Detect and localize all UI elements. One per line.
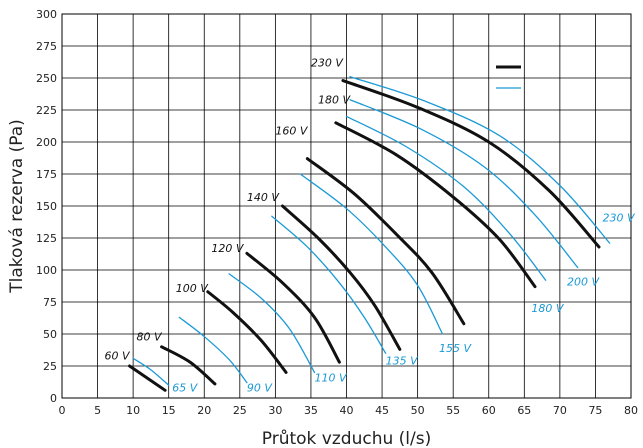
- curve-label-blue-230v: 230 V: [603, 211, 636, 224]
- x-tick-label: 80: [624, 404, 638, 417]
- y-tick-label: 75: [43, 296, 57, 309]
- curve-label-blue-135v: 135 V: [386, 355, 419, 368]
- curve-label-black-80v: 80 V: [137, 330, 163, 343]
- x-tick-label: 50: [411, 404, 425, 417]
- plot-border: [61, 13, 632, 399]
- curve-black-180v: [334, 121, 537, 289]
- x-tick-label: 40: [340, 404, 354, 417]
- curve-blue-110v: [228, 273, 316, 374]
- y-tick-label: 150: [36, 200, 57, 213]
- curve-blue-200v: [349, 99, 579, 269]
- x-tick-label: 10: [126, 404, 140, 417]
- y-tick-label: 200: [36, 136, 57, 149]
- x-tick-label: 45: [375, 404, 389, 417]
- y-tick-label: 50: [43, 328, 57, 341]
- x-tick-label: 5: [94, 404, 101, 417]
- x-tick-label: 0: [59, 404, 66, 417]
- y-tick-label: 250: [36, 72, 57, 85]
- curve-label-blue-110v: 110 V: [314, 371, 347, 384]
- curve-black-60v: [128, 364, 167, 392]
- curve-blue-65v: [132, 357, 170, 386]
- x-tick-label: 65: [517, 404, 531, 417]
- curve-label-blue-155v: 155 V: [439, 342, 472, 355]
- x-axis-title: Průtok vzduchu (l/s): [262, 429, 431, 448]
- legend: [496, 65, 521, 89]
- curve-blue-135v: [271, 215, 387, 354]
- curve-blue-230v: [349, 76, 611, 244]
- curve-label-black-230v: 230 V: [311, 56, 344, 69]
- curve-black-160v: [305, 157, 466, 326]
- y-tick-label: 125: [36, 232, 57, 245]
- y-tick-label: 25: [43, 360, 57, 373]
- curve-blue-90v: [178, 316, 248, 384]
- x-tick-label: 25: [233, 404, 247, 417]
- y-tick-label: 275: [36, 40, 57, 53]
- x-tick-label: 15: [162, 404, 176, 417]
- curve-label-black-120v: 120 V: [211, 242, 244, 255]
- curve-black-230v: [341, 79, 601, 249]
- x-tick-label: 30: [268, 404, 282, 417]
- y-tick-label: 225: [36, 104, 57, 117]
- x-tick-label: 20: [197, 404, 211, 417]
- x-tick-label: 70: [553, 404, 567, 417]
- x-tick-label: 55: [446, 404, 460, 417]
- y-axis-title: Tlaková rezerva (Pa): [7, 119, 27, 294]
- curve-label-blue-200v: 200 V: [567, 275, 600, 288]
- curve-blue-155v: [299, 173, 444, 335]
- curve-labels: 60 V 80 V 100 V 120 V 140 V 160 V 180 V 230 V 65…: [105, 56, 637, 394]
- curve-label-black-100v: 100 V: [176, 282, 209, 295]
- y-tick-label: 300: [36, 8, 57, 21]
- curve-label-black-160v: 160 V: [275, 124, 308, 137]
- curve-blue-180v: [345, 115, 547, 281]
- y-axis-ticks: 0 25 50 75 100 125 150 175 200 225 250 275 300: [36, 8, 57, 405]
- curve-label-black-180v: 180 V: [318, 94, 351, 107]
- curve-label-blue-180v: 180 V: [531, 302, 564, 315]
- y-tick-label: 175: [36, 168, 57, 181]
- curves: [128, 76, 611, 392]
- y-tick-label: 0: [50, 392, 57, 405]
- x-tick-label: 75: [588, 404, 602, 417]
- x-tick-label: 35: [304, 404, 318, 417]
- curve-label-blue-90v: 90 V: [247, 382, 273, 395]
- x-axis-ticks: 0 5 10 15 20 25 30 35 40 45 50 55 60 65 70 75 80: [59, 404, 639, 417]
- curve-label-black-140v: 140 V: [247, 191, 280, 204]
- x-tick-label: 60: [482, 404, 496, 417]
- curve-label-blue-65v: 65 V: [172, 382, 198, 395]
- curve-label-black-60v: 60 V: [105, 350, 131, 363]
- curve-black-100v: [206, 290, 288, 374]
- y-tick-label: 100: [36, 264, 57, 277]
- curve-black-80v: [160, 345, 217, 386]
- curve-black-140v: [280, 204, 402, 351]
- curve-black-120v: [245, 251, 341, 364]
